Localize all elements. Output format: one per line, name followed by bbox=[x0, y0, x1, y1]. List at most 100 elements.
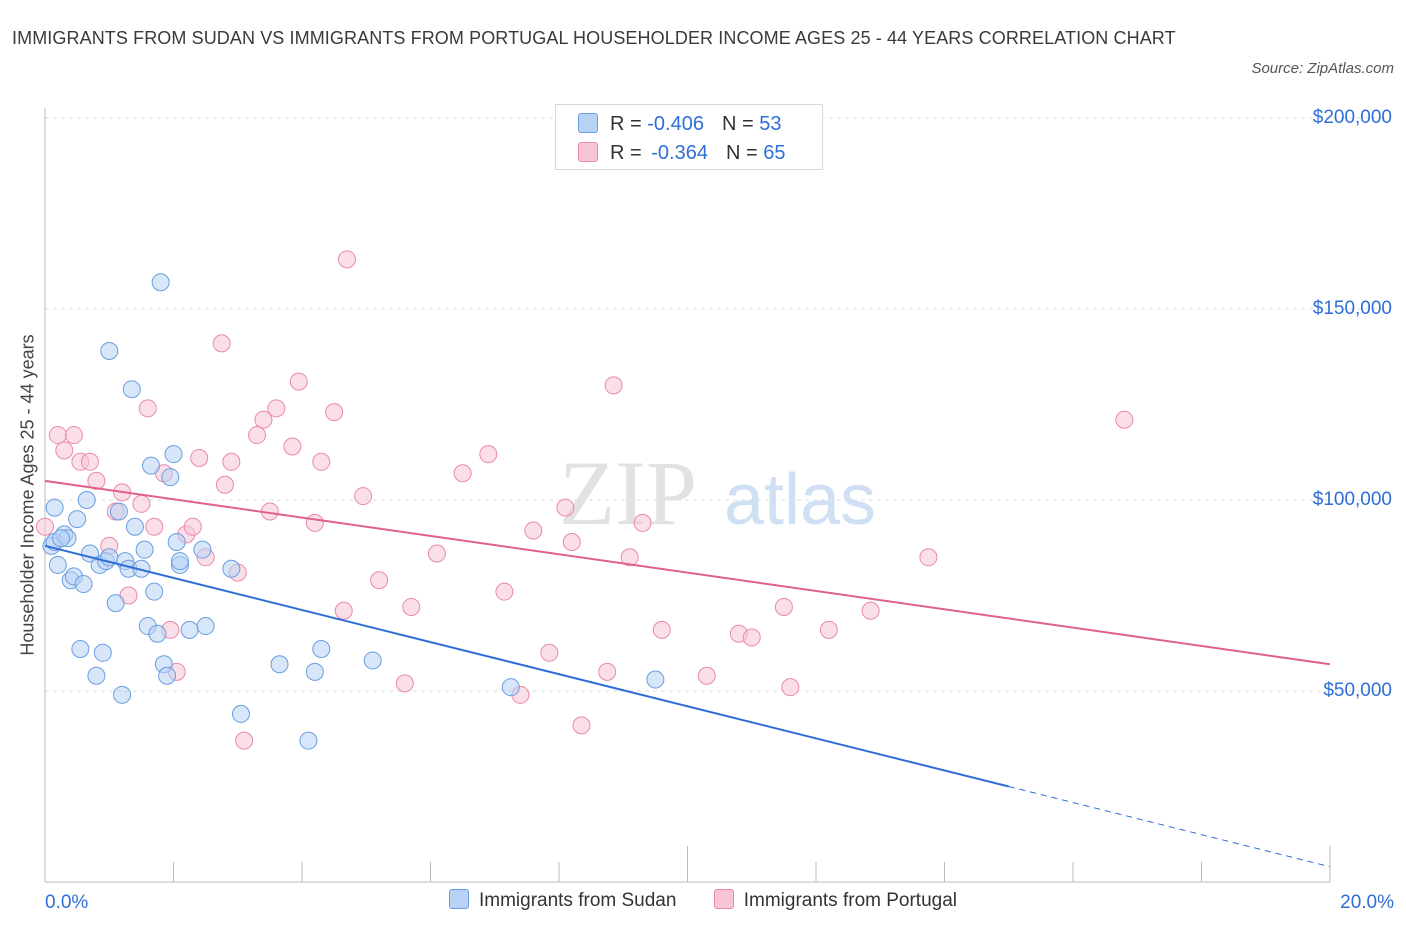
sudan-point bbox=[109, 502, 128, 521]
stats-row-sudan: R = -0.406 N = 53 bbox=[578, 110, 781, 138]
portugal-point bbox=[248, 426, 267, 445]
portugal-point bbox=[479, 445, 498, 464]
sudan-point bbox=[93, 643, 112, 662]
portugal-point bbox=[48, 426, 67, 445]
portugal-point bbox=[427, 544, 446, 563]
sudan-point bbox=[180, 620, 199, 639]
legend-swatch-portugal bbox=[713, 889, 734, 909]
portugal-trend-line bbox=[44, 479, 1331, 666]
portugal-point bbox=[774, 597, 793, 616]
sudan-swatch bbox=[578, 113, 598, 133]
watermark-zip: ZIP bbox=[559, 442, 697, 544]
portugal-point bbox=[80, 452, 99, 471]
portugal-point bbox=[87, 471, 106, 490]
portugal-point bbox=[215, 475, 234, 494]
chart-title: IMMIGRANTS FROM SUDAN VS IMMIGRANTS FROM… bbox=[12, 28, 1176, 48]
portugal-point bbox=[742, 628, 761, 647]
y-tick-label: $150,000 bbox=[1312, 298, 1392, 319]
sudan-point bbox=[142, 456, 161, 475]
portugal-point bbox=[652, 620, 671, 639]
portugal-point bbox=[183, 517, 202, 536]
sudan-point bbox=[52, 529, 71, 548]
sudan-point bbox=[231, 704, 250, 723]
portugal-point bbox=[556, 498, 575, 517]
portugal-point bbox=[55, 441, 74, 460]
portugal-point bbox=[861, 601, 880, 620]
sudan-point bbox=[71, 639, 90, 658]
portugal-point bbox=[145, 517, 164, 536]
sudan-point bbox=[48, 555, 67, 574]
portugal-point bbox=[334, 601, 353, 620]
sudan-point bbox=[193, 540, 212, 559]
portugal-point bbox=[572, 716, 591, 735]
portugal-point bbox=[36, 517, 54, 536]
portugal-point bbox=[354, 487, 373, 506]
chart-source: Source: ZipAtlas.com bbox=[1251, 60, 1394, 77]
sudan-point bbox=[501, 678, 520, 697]
sudan-point bbox=[87, 666, 106, 685]
data-points bbox=[36, 250, 1134, 750]
portugal-point bbox=[604, 376, 623, 395]
sudan-point bbox=[148, 624, 167, 643]
sudan-point bbox=[100, 342, 119, 361]
portugal-point bbox=[697, 666, 716, 685]
sudan-point bbox=[270, 655, 289, 674]
sudan-trend-line bbox=[44, 544, 1009, 788]
series-legend: Immigrants from Sudan Immigrants from Po… bbox=[0, 889, 1406, 912]
portugal-point bbox=[64, 426, 83, 445]
sudan-point bbox=[158, 666, 177, 685]
stats-legend: R = -0.406 N = 53 R = -0.364 N = 65 bbox=[555, 104, 823, 170]
y-axis-title: Householder Income Ages 25 - 44 years bbox=[17, 334, 38, 656]
sudan-point bbox=[113, 685, 132, 704]
sudan-point bbox=[106, 594, 125, 613]
legend-item-portugal: Immigrants from Portugal bbox=[713, 889, 957, 912]
portugal-point bbox=[289, 372, 308, 391]
portugal-point bbox=[495, 582, 514, 601]
sudan-point bbox=[299, 731, 318, 750]
sudan-point bbox=[161, 468, 180, 487]
axes bbox=[44, 108, 1331, 883]
sudan-point bbox=[305, 662, 324, 681]
portugal-point bbox=[132, 494, 151, 513]
watermark-atlas: atlas bbox=[724, 460, 876, 540]
portugal-point bbox=[235, 731, 254, 750]
sudan-point bbox=[125, 517, 144, 536]
sudan-point bbox=[122, 380, 141, 399]
portugal-point bbox=[1115, 410, 1134, 429]
portugal-point bbox=[370, 571, 389, 590]
sudan-point bbox=[145, 582, 164, 601]
sudan-point bbox=[151, 273, 170, 292]
y-tick-label: $100,000 bbox=[1312, 489, 1392, 510]
sudan-point bbox=[77, 491, 96, 509]
portugal-point bbox=[312, 452, 331, 471]
watermark: ZIP atlas bbox=[559, 442, 876, 544]
x-tick-label: 20.0% bbox=[1340, 892, 1394, 913]
sudan-point bbox=[135, 540, 154, 559]
portugal-point bbox=[267, 399, 286, 418]
portugal-point bbox=[402, 597, 421, 616]
portugal-point bbox=[524, 521, 543, 540]
sudan-point bbox=[68, 510, 87, 529]
portugal-point bbox=[562, 533, 581, 552]
portugal-point bbox=[190, 448, 209, 467]
portugal-point bbox=[254, 410, 273, 429]
sudan-point bbox=[167, 533, 186, 552]
sudan-point bbox=[363, 651, 382, 670]
sudan-point bbox=[222, 559, 241, 578]
trend-lines bbox=[44, 479, 1331, 868]
sudan-point bbox=[646, 670, 665, 689]
portugal-point bbox=[222, 452, 241, 471]
sudan-point bbox=[164, 445, 183, 464]
portugal-point bbox=[819, 620, 838, 639]
portugal-point bbox=[337, 250, 356, 269]
portugal-point bbox=[212, 334, 231, 353]
portugal-point bbox=[138, 399, 157, 418]
sudan-trend-extension bbox=[1008, 786, 1331, 868]
portugal-point bbox=[305, 513, 324, 532]
portugal-point bbox=[453, 464, 472, 483]
x-tick-label: 0.0% bbox=[45, 892, 89, 913]
portugal-point bbox=[540, 643, 559, 662]
y-tick-label: $50,000 bbox=[1323, 680, 1392, 701]
legend-swatch-sudan bbox=[448, 889, 469, 909]
sudan-point bbox=[170, 552, 189, 571]
